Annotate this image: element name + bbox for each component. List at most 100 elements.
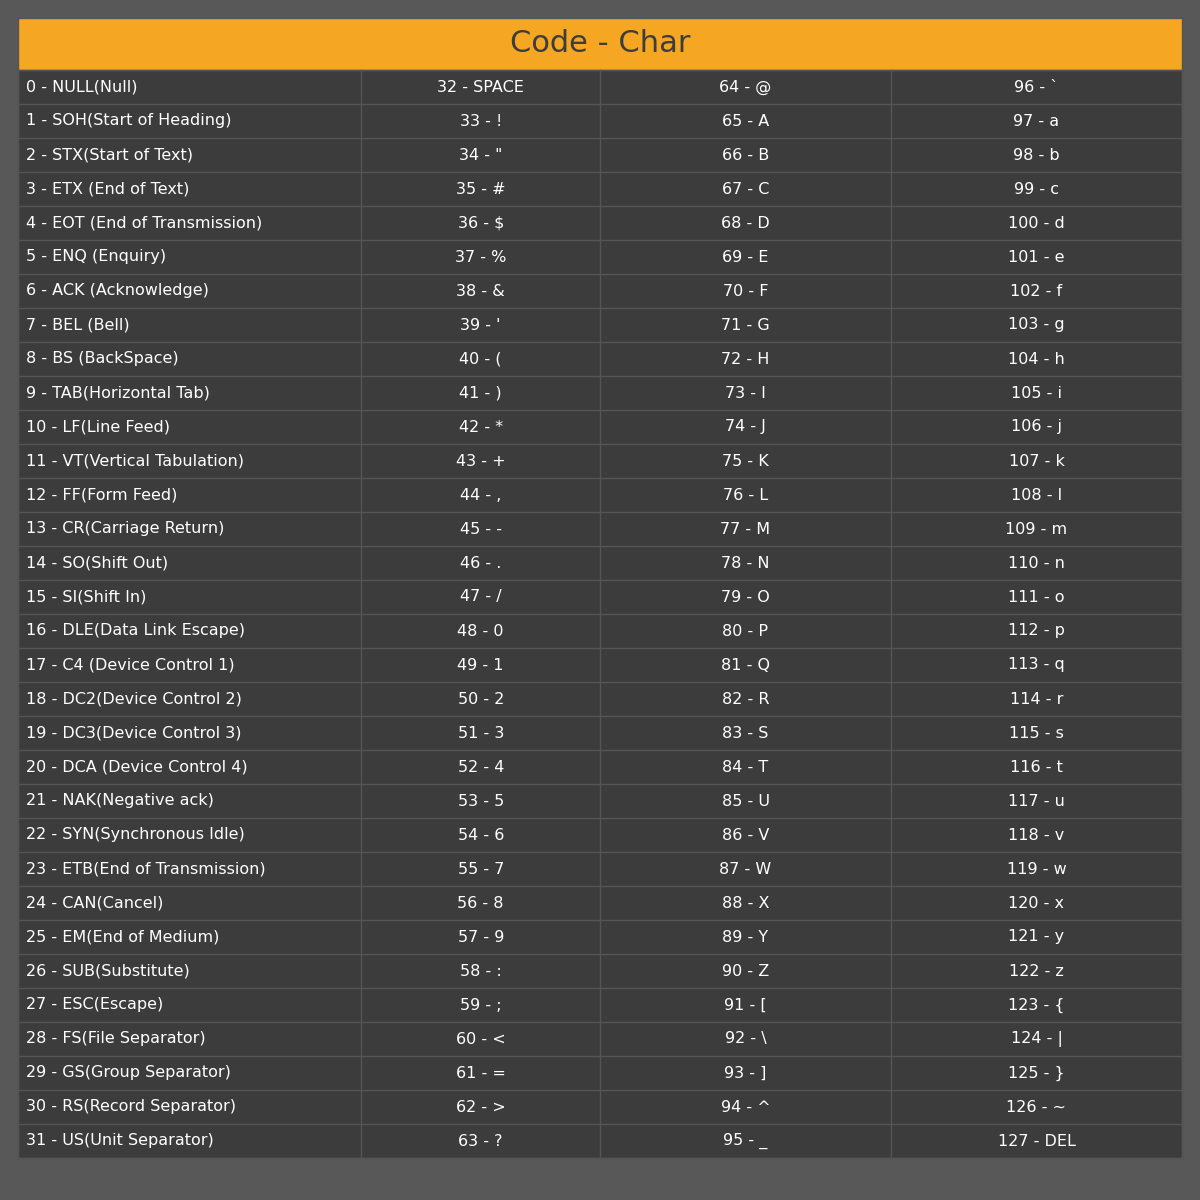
Text: 32 - SPACE: 32 - SPACE (437, 79, 524, 95)
Text: 127 - DEL: 127 - DEL (997, 1134, 1075, 1148)
Text: 16 - DLE(Data Link Escape): 16 - DLE(Data Link Escape) (26, 624, 245, 638)
Text: 50 - 2: 50 - 2 (457, 691, 504, 707)
Text: 41 - ): 41 - ) (460, 385, 502, 401)
Text: 65 - A: 65 - A (722, 114, 769, 128)
Text: 25 - EM(End of Medium): 25 - EM(End of Medium) (26, 930, 220, 944)
Text: 42 - *: 42 - * (458, 420, 503, 434)
Text: 67 - C: 67 - C (722, 181, 769, 197)
Text: 103 - g: 103 - g (1008, 318, 1064, 332)
Text: 78 - N: 78 - N (721, 556, 769, 570)
Text: 87 - W: 87 - W (719, 862, 772, 876)
Text: 90 - Z: 90 - Z (722, 964, 769, 978)
Text: 59 - ;: 59 - ; (460, 997, 502, 1013)
Text: 121 - y: 121 - y (1008, 930, 1064, 944)
Text: 0 - NULL(Null): 0 - NULL(Null) (26, 79, 138, 95)
Text: 91 - [: 91 - [ (724, 997, 767, 1013)
Text: 81 - Q: 81 - Q (721, 658, 770, 672)
Text: 80 - P: 80 - P (722, 624, 768, 638)
Text: 70 - F: 70 - F (722, 283, 768, 299)
Text: 96 - `: 96 - ` (1014, 79, 1058, 95)
Text: 1 - SOH(Start of Heading): 1 - SOH(Start of Heading) (26, 114, 232, 128)
Text: 117 - u: 117 - u (1008, 793, 1064, 809)
Text: 125 - }: 125 - } (1008, 1066, 1064, 1081)
Text: 88 - X: 88 - X (721, 895, 769, 911)
Text: 75 - K: 75 - K (722, 454, 769, 468)
Text: 45 - -: 45 - - (460, 522, 502, 536)
Text: 52 - 4: 52 - 4 (457, 760, 504, 774)
Text: 14 - SO(Shift Out): 14 - SO(Shift Out) (26, 556, 168, 570)
Text: 109 - m: 109 - m (1006, 522, 1068, 536)
Text: 116 - t: 116 - t (1010, 760, 1063, 774)
Text: 101 - e: 101 - e (1008, 250, 1064, 264)
Text: 111 - o: 111 - o (1008, 589, 1064, 605)
Text: 63 - ?: 63 - ? (458, 1134, 503, 1148)
Text: 15 - SI(Shift In): 15 - SI(Shift In) (26, 589, 146, 605)
Text: 89 - Y: 89 - Y (722, 930, 768, 944)
Text: 106 - j: 106 - j (1010, 420, 1062, 434)
Text: Code - Char: Code - Char (510, 30, 690, 59)
Text: 4 - EOT (End of Transmission): 4 - EOT (End of Transmission) (26, 216, 263, 230)
Text: 108 - l: 108 - l (1010, 487, 1062, 503)
Text: 33 - !: 33 - ! (460, 114, 502, 128)
Text: 2 - STX(Start of Text): 2 - STX(Start of Text) (26, 148, 193, 162)
Text: 66 - B: 66 - B (722, 148, 769, 162)
Text: 31 - US(Unit Separator): 31 - US(Unit Separator) (26, 1134, 214, 1148)
Text: 69 - E: 69 - E (722, 250, 769, 264)
Text: 39 - ': 39 - ' (461, 318, 500, 332)
Text: 29 - GS(Group Separator): 29 - GS(Group Separator) (26, 1066, 230, 1080)
Text: 5 - ENQ (Enquiry): 5 - ENQ (Enquiry) (26, 250, 166, 264)
Text: 11 - VT(Vertical Tabulation): 11 - VT(Vertical Tabulation) (26, 454, 244, 468)
Text: 9 - TAB(Horizontal Tab): 9 - TAB(Horizontal Tab) (26, 385, 210, 401)
Text: 6 - ACK (Acknowledge): 6 - ACK (Acknowledge) (26, 283, 209, 299)
Text: 112 - p: 112 - p (1008, 624, 1064, 638)
Text: 118 - v: 118 - v (1008, 828, 1064, 842)
Text: 20 - DCA (Device Control 4): 20 - DCA (Device Control 4) (26, 760, 247, 774)
Text: 73 - I: 73 - I (725, 385, 766, 401)
Text: 58 - :: 58 - : (460, 964, 502, 978)
Text: 113 - q: 113 - q (1008, 658, 1064, 672)
Text: 64 - @: 64 - @ (719, 79, 772, 95)
Text: 21 - NAK(Negative ack): 21 - NAK(Negative ack) (26, 793, 214, 809)
Text: 104 - h: 104 - h (1008, 352, 1064, 366)
Text: 22 - SYN(Synchronous Idle): 22 - SYN(Synchronous Idle) (26, 828, 245, 842)
Text: 92 - \: 92 - \ (725, 1032, 767, 1046)
Text: 38 - &: 38 - & (456, 283, 505, 299)
Text: 26 - SUB(Substitute): 26 - SUB(Substitute) (26, 964, 190, 978)
Text: 76 - L: 76 - L (722, 487, 768, 503)
Text: 94 - ^: 94 - ^ (721, 1099, 770, 1115)
Text: 30 - RS(Record Separator): 30 - RS(Record Separator) (26, 1099, 236, 1115)
Text: 99 - c: 99 - c (1014, 181, 1060, 197)
Text: 13 - CR(Carriage Return): 13 - CR(Carriage Return) (26, 522, 224, 536)
Text: 56 - 8: 56 - 8 (457, 895, 504, 911)
Text: 55 - 7: 55 - 7 (457, 862, 504, 876)
Text: 120 - x: 120 - x (1008, 895, 1064, 911)
Text: 82 - R: 82 - R (721, 691, 769, 707)
Text: 49 - 1: 49 - 1 (457, 658, 504, 672)
Text: 43 - +: 43 - + (456, 454, 505, 468)
Text: 119 - w: 119 - w (1007, 862, 1067, 876)
Text: 71 - G: 71 - G (721, 318, 770, 332)
Text: 74 - J: 74 - J (725, 420, 766, 434)
Text: 115 - s: 115 - s (1009, 726, 1064, 740)
Text: 126 - ~: 126 - ~ (1007, 1099, 1067, 1115)
Text: 46 - .: 46 - . (460, 556, 502, 570)
Text: 47 - /: 47 - / (460, 589, 502, 605)
Text: 34 - ": 34 - " (460, 148, 503, 162)
Text: 61 - =: 61 - = (456, 1066, 505, 1080)
Text: 36 - $: 36 - $ (457, 216, 504, 230)
Text: 18 - DC2(Device Control 2): 18 - DC2(Device Control 2) (26, 691, 242, 707)
Text: 51 - 3: 51 - 3 (457, 726, 504, 740)
Text: 17 - C4 (Device Control 1): 17 - C4 (Device Control 1) (26, 658, 235, 672)
Text: 123 - {: 123 - { (1008, 997, 1064, 1013)
Text: 85 - U: 85 - U (721, 793, 769, 809)
Text: 107 - k: 107 - k (1008, 454, 1064, 468)
Text: 105 - i: 105 - i (1010, 385, 1062, 401)
Text: 110 - n: 110 - n (1008, 556, 1064, 570)
Bar (18, 18, 1182, 70)
Text: 40 - (: 40 - ( (460, 352, 502, 366)
Text: 68 - D: 68 - D (721, 216, 770, 230)
Text: 48 - 0: 48 - 0 (457, 624, 504, 638)
Text: 83 - S: 83 - S (722, 726, 769, 740)
Text: 79 - O: 79 - O (721, 589, 770, 605)
Text: 102 - f: 102 - f (1010, 283, 1062, 299)
